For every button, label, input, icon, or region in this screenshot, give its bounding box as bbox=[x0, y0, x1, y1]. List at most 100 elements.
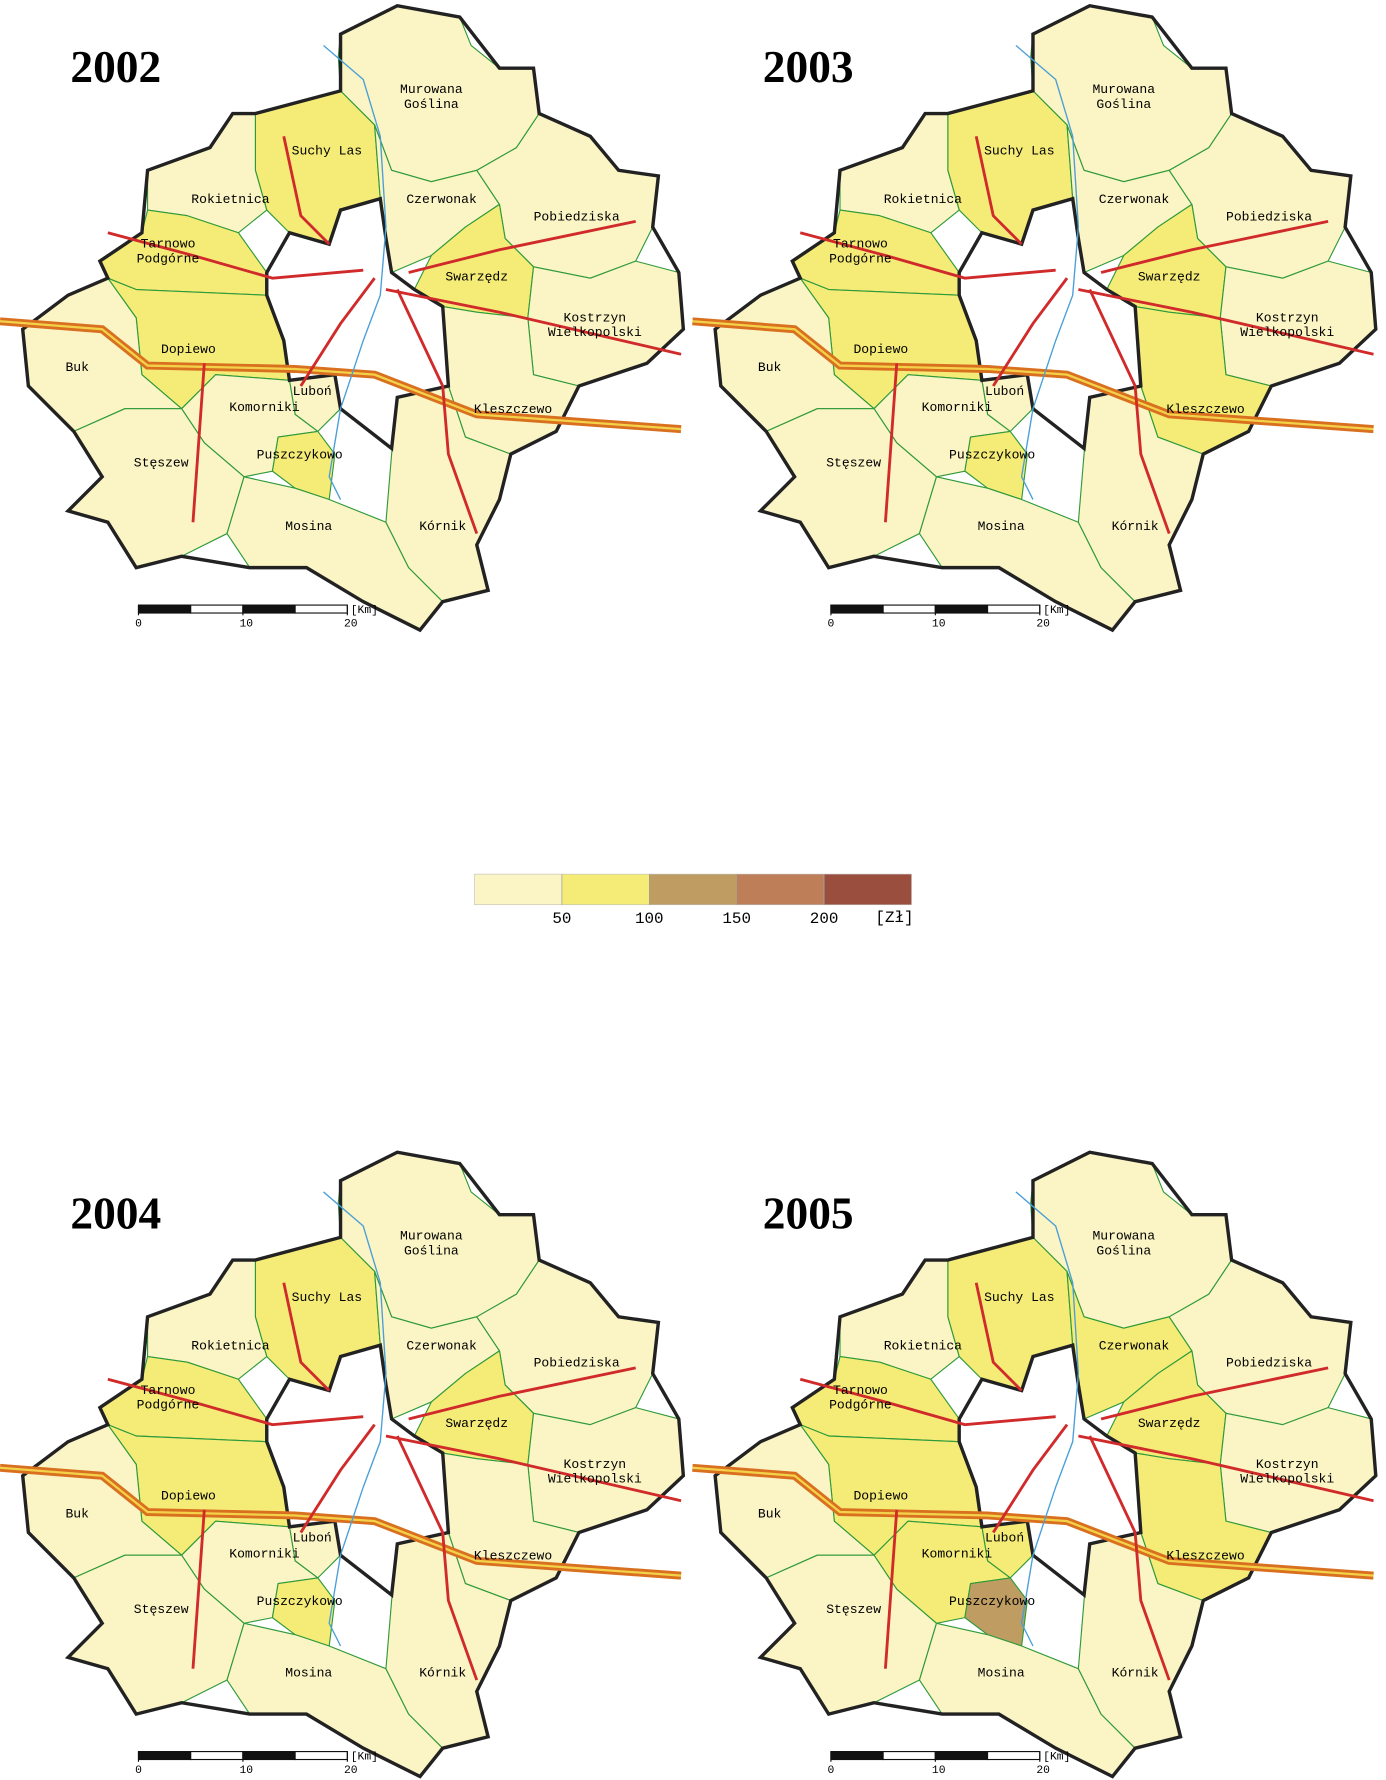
river bbox=[323, 44, 387, 500]
municipality-label: Mosina bbox=[978, 1666, 1025, 1681]
scale-segment bbox=[294, 604, 348, 614]
municipality-label: Wielkopolski bbox=[548, 325, 642, 340]
legend-tick-label: 200 bbox=[810, 910, 839, 928]
year-label: 2004 bbox=[70, 1188, 161, 1238]
municipality-label: Rokietnica bbox=[884, 1339, 962, 1354]
scale-segment bbox=[987, 1750, 1041, 1761]
scale-segment bbox=[882, 604, 936, 614]
municipality-label: Goślina bbox=[1096, 97, 1151, 112]
municipality-label: Luboń bbox=[293, 384, 332, 399]
road bbox=[107, 1377, 364, 1427]
legend-tick-label: 100 bbox=[635, 910, 664, 928]
road bbox=[1100, 220, 1329, 274]
scale-unit: [Km] bbox=[1043, 1752, 1070, 1764]
municipality-label: Tarnowo bbox=[141, 237, 196, 252]
road bbox=[799, 231, 1056, 280]
municipality-label: Rokietnica bbox=[884, 192, 962, 207]
municipality-label: Komorniki bbox=[229, 1546, 300, 1561]
municipality-label: Puszczykowo bbox=[257, 448, 343, 463]
municipality-label: Mosina bbox=[285, 1666, 332, 1681]
municipality-label: Pobiedziska bbox=[534, 1356, 620, 1371]
municipality-label: Stęszew bbox=[134, 1602, 189, 1617]
municipality-label: Kórnik bbox=[1112, 1666, 1159, 1681]
municipality-label: Buk bbox=[65, 1507, 89, 1522]
municipality-label: Stęszew bbox=[826, 1602, 881, 1617]
river bbox=[1015, 44, 1080, 500]
road bbox=[396, 1435, 479, 1681]
municipality-label: Rokietnica bbox=[191, 1339, 269, 1354]
municipality-label: Stęszew bbox=[826, 456, 881, 471]
scale-segment bbox=[882, 1750, 936, 1761]
municipality-label: Dopiewo bbox=[853, 1489, 908, 1504]
municipality-label: Czerwonak bbox=[406, 192, 477, 207]
legend-swatch bbox=[736, 873, 825, 906]
road bbox=[883, 363, 899, 523]
municipality-label: Komorniki bbox=[922, 1546, 993, 1561]
municipality-label: Kleszczewo bbox=[474, 402, 552, 417]
scale-segment bbox=[190, 604, 244, 614]
scale-segment bbox=[137, 604, 192, 614]
municipality-label: Czerwonak bbox=[406, 1339, 477, 1354]
municipality-label: Murowana bbox=[1092, 82, 1155, 97]
year-label: 2003 bbox=[763, 42, 854, 92]
scale-tick-label: 20 bbox=[1036, 619, 1050, 631]
municipality-label: Buk bbox=[758, 1507, 782, 1522]
municipality-label: Tarnowo bbox=[833, 237, 888, 252]
municipality-label: Kórnik bbox=[419, 519, 466, 534]
county-border bbox=[20, 3, 686, 633]
legend-unit: [Zł] bbox=[875, 909, 913, 927]
municipality-label: Wielkopolski bbox=[1240, 325, 1334, 340]
road bbox=[191, 363, 206, 523]
municipality-label: Suchy Las bbox=[292, 1290, 362, 1305]
municipality-label: Czerwonak bbox=[1099, 192, 1170, 207]
municipality-label: Kostrzyn bbox=[563, 310, 626, 325]
road bbox=[385, 1434, 682, 1503]
municipality-label: Puszczykowo bbox=[949, 448, 1035, 463]
municipality-label: Czerwonak bbox=[1099, 1339, 1170, 1354]
municipality-label: Swarzędz bbox=[1138, 1416, 1201, 1431]
municipality-label: Murowana bbox=[1092, 1229, 1155, 1244]
municipality-label: Puszczykowo bbox=[949, 1594, 1035, 1609]
road bbox=[107, 231, 364, 280]
road bbox=[282, 1282, 331, 1392]
scale-segment bbox=[242, 604, 296, 614]
municipality-label: Buk bbox=[65, 360, 89, 375]
legend-swatch bbox=[649, 873, 737, 906]
motorway-core bbox=[0, 320, 682, 431]
municipality-label: Kleszczewo bbox=[474, 1549, 552, 1564]
municipality-label: Tarnowo bbox=[833, 1383, 888, 1398]
road bbox=[408, 220, 636, 274]
scale-tick-label: 0 bbox=[828, 619, 835, 631]
legend-swatch bbox=[474, 873, 563, 906]
scale-segment bbox=[137, 1750, 192, 1761]
scale-tick-label: 10 bbox=[240, 619, 254, 631]
scale-segment bbox=[190, 1750, 244, 1761]
scale-tick-label: 0 bbox=[135, 619, 142, 631]
municipality-label: Dopiewo bbox=[161, 1489, 216, 1504]
road bbox=[396, 288, 479, 535]
scale-unit: [Km] bbox=[1043, 605, 1070, 617]
legend-swatch bbox=[823, 873, 912, 906]
municipality-label: Komorniki bbox=[229, 400, 300, 415]
river bbox=[1015, 1191, 1080, 1647]
municipality-label: Rokietnica bbox=[191, 192, 269, 207]
road bbox=[299, 1423, 376, 1534]
road bbox=[1088, 288, 1171, 535]
municipality-label: Kostrzyn bbox=[1256, 1457, 1319, 1472]
municipality-label: Swarzędz bbox=[1138, 269, 1201, 284]
legend-swatch bbox=[561, 873, 650, 906]
scale-tick-label: 0 bbox=[135, 1765, 142, 1777]
municipality-label: Podgórne bbox=[829, 1398, 892, 1413]
road bbox=[299, 277, 376, 387]
municipality-label: Kostrzyn bbox=[563, 1457, 626, 1472]
municipality-label: Dopiewo bbox=[853, 342, 908, 357]
municipality-label: Podgórne bbox=[137, 251, 200, 266]
road bbox=[1100, 1366, 1329, 1421]
municipality-label: Suchy Las bbox=[292, 143, 362, 158]
municipality-label: Swarzędz bbox=[445, 269, 508, 284]
road bbox=[992, 277, 1069, 387]
municipality-label: Stęszew bbox=[134, 456, 189, 471]
